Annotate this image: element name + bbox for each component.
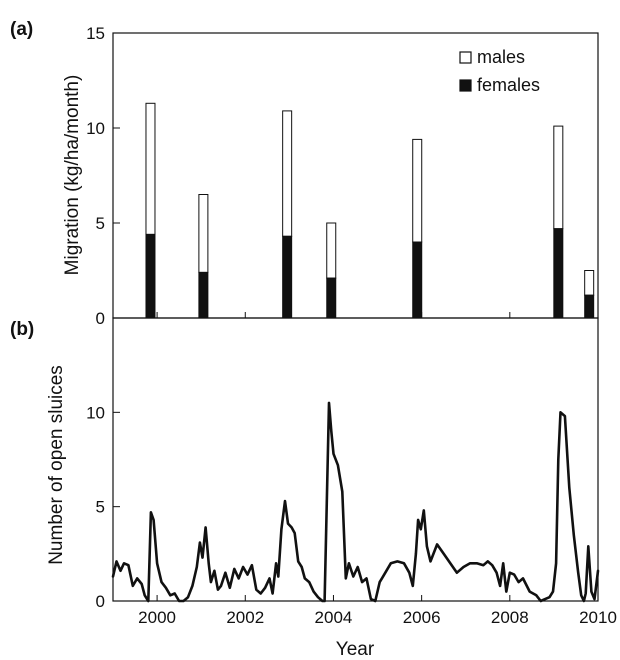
bar-males-4 [412, 138, 423, 243]
panel-b: 0 5 10 2000 2002 2004 2006 2008 2010 [86, 317, 617, 627]
bar-females-0 [145, 233, 156, 319]
panel-a-ylabel: Migration (kg/ha/month) [62, 75, 83, 276]
panel-b-ylabel: Number of open sluices [46, 365, 67, 565]
panel-b-frame [112, 317, 599, 602]
panel-a-ytick-label-3: 15 [86, 24, 105, 43]
legend-females-label: females [477, 75, 540, 95]
bar-females-2 [282, 235, 293, 319]
bar-males-0 [145, 102, 156, 235]
panel-b-xlabel: Year [336, 639, 375, 660]
panel-a-ytick-label-2: 10 [86, 119, 105, 138]
panel-b-xtick-label-5: 2010 [579, 608, 617, 627]
bar-females-3 [326, 277, 337, 319]
bar-males-6 [584, 270, 595, 296]
sluices-line [111, 401, 600, 603]
bar-males-1 [198, 194, 209, 273]
bar-females-1 [198, 271, 209, 319]
panel-b-xtick-label-4: 2008 [491, 608, 529, 627]
bar-females-6 [584, 294, 595, 319]
panel-b-xtick-label-2: 2004 [315, 608, 353, 627]
legend-males-swatch [459, 51, 472, 64]
panel-b-xtick-label-1: 2002 [226, 608, 264, 627]
legend-females-swatch [459, 79, 472, 92]
panel-a-ytick-label-0: 0 [96, 309, 105, 328]
panel-b-ytick-label-1: 5 [96, 498, 105, 517]
panel-b-xtick-label-3: 2006 [403, 608, 441, 627]
bar-males-3 [326, 222, 337, 279]
bar-females-5 [553, 228, 564, 319]
panel-b-tag: (b) [10, 319, 34, 340]
bar-males-2 [282, 110, 293, 237]
bar-males-5 [553, 125, 564, 230]
bar-females-4 [412, 241, 423, 319]
panel-a-tag: (a) [10, 19, 33, 40]
panel-a: 0 5 10 15 males females [86, 24, 599, 328]
panel-b-xtick-label-0: 2000 [138, 608, 176, 627]
panel-b-ytick-label-0: 0 [96, 592, 105, 611]
panel-a-ytick-label-1: 5 [96, 214, 105, 233]
legend-males-label: males [477, 47, 525, 67]
panel-b-ytick-label-2: 10 [86, 403, 105, 422]
